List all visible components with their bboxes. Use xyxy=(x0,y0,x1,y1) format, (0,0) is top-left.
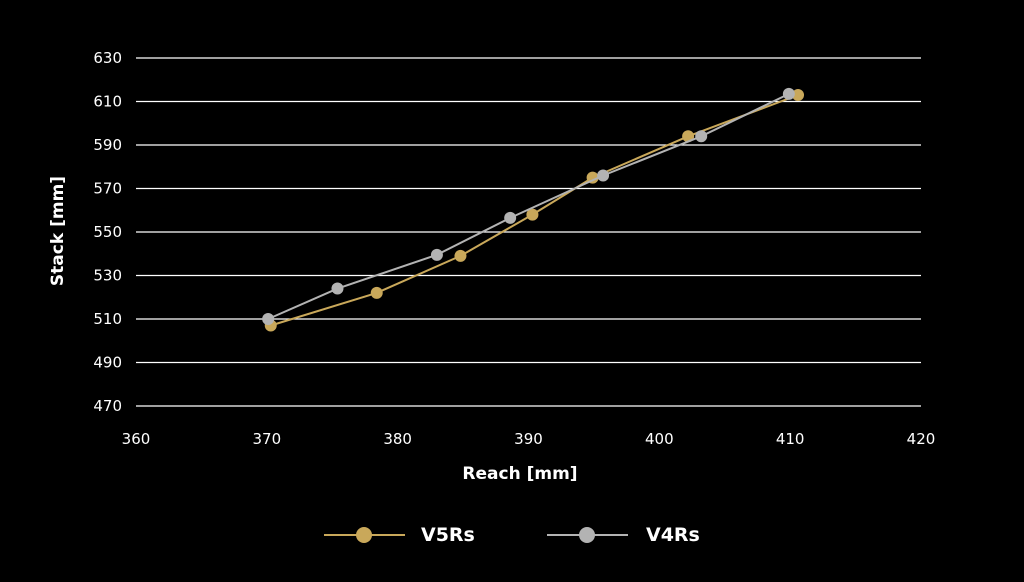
data-point xyxy=(597,169,610,182)
data-point xyxy=(331,282,344,295)
data-point xyxy=(262,313,275,325)
y-tick-label: 490 xyxy=(93,354,122,372)
x-tick-label: 370 xyxy=(253,430,282,448)
y-tick-label: 630 xyxy=(93,49,122,67)
legend: V5Rs V4Rs xyxy=(324,524,700,546)
legend-item-v4rs: V4Rs xyxy=(547,524,700,546)
x-tick-label: 400 xyxy=(645,430,674,448)
series-v4rs xyxy=(262,87,795,325)
legend-swatch-marker xyxy=(579,527,595,543)
legend-label: V5Rs xyxy=(421,524,475,546)
y-tick-label: 610 xyxy=(93,93,122,111)
x-tick-label: 410 xyxy=(776,430,805,448)
data-point xyxy=(454,249,467,262)
x-tick-label: 390 xyxy=(514,430,543,448)
gridlines xyxy=(136,57,921,407)
data-point xyxy=(504,211,517,224)
y-tick-label: 510 xyxy=(93,310,122,328)
series-v5rs xyxy=(264,88,805,332)
data-point xyxy=(792,88,805,101)
y-tick-label: 530 xyxy=(93,267,122,285)
x-tick-label: 380 xyxy=(383,430,412,448)
y-axis-ticks: 470 490 510 530 550 570 590 610 630 xyxy=(93,49,122,415)
series-lines xyxy=(262,87,805,332)
legend-item-v5rs: V5Rs xyxy=(324,524,475,546)
y-tick-label: 570 xyxy=(93,180,122,198)
y-tick-label: 550 xyxy=(93,223,122,241)
y-tick-label: 470 xyxy=(93,397,122,415)
legend-swatch-marker xyxy=(356,527,372,543)
data-point xyxy=(370,286,383,299)
y-tick-label: 590 xyxy=(93,136,122,154)
x-tick-label: 420 xyxy=(907,430,936,448)
x-axis-title: Reach [mm] xyxy=(462,464,577,484)
legend-label: V4Rs xyxy=(646,524,700,546)
data-point xyxy=(695,130,708,143)
y-axis-title: Stack [mm] xyxy=(48,176,68,286)
data-point xyxy=(782,87,795,100)
x-axis-ticks: 360 370 380 390 400 410 420 xyxy=(122,430,936,448)
data-point xyxy=(430,248,443,261)
x-tick-label: 360 xyxy=(122,430,151,448)
data-point xyxy=(526,208,539,221)
